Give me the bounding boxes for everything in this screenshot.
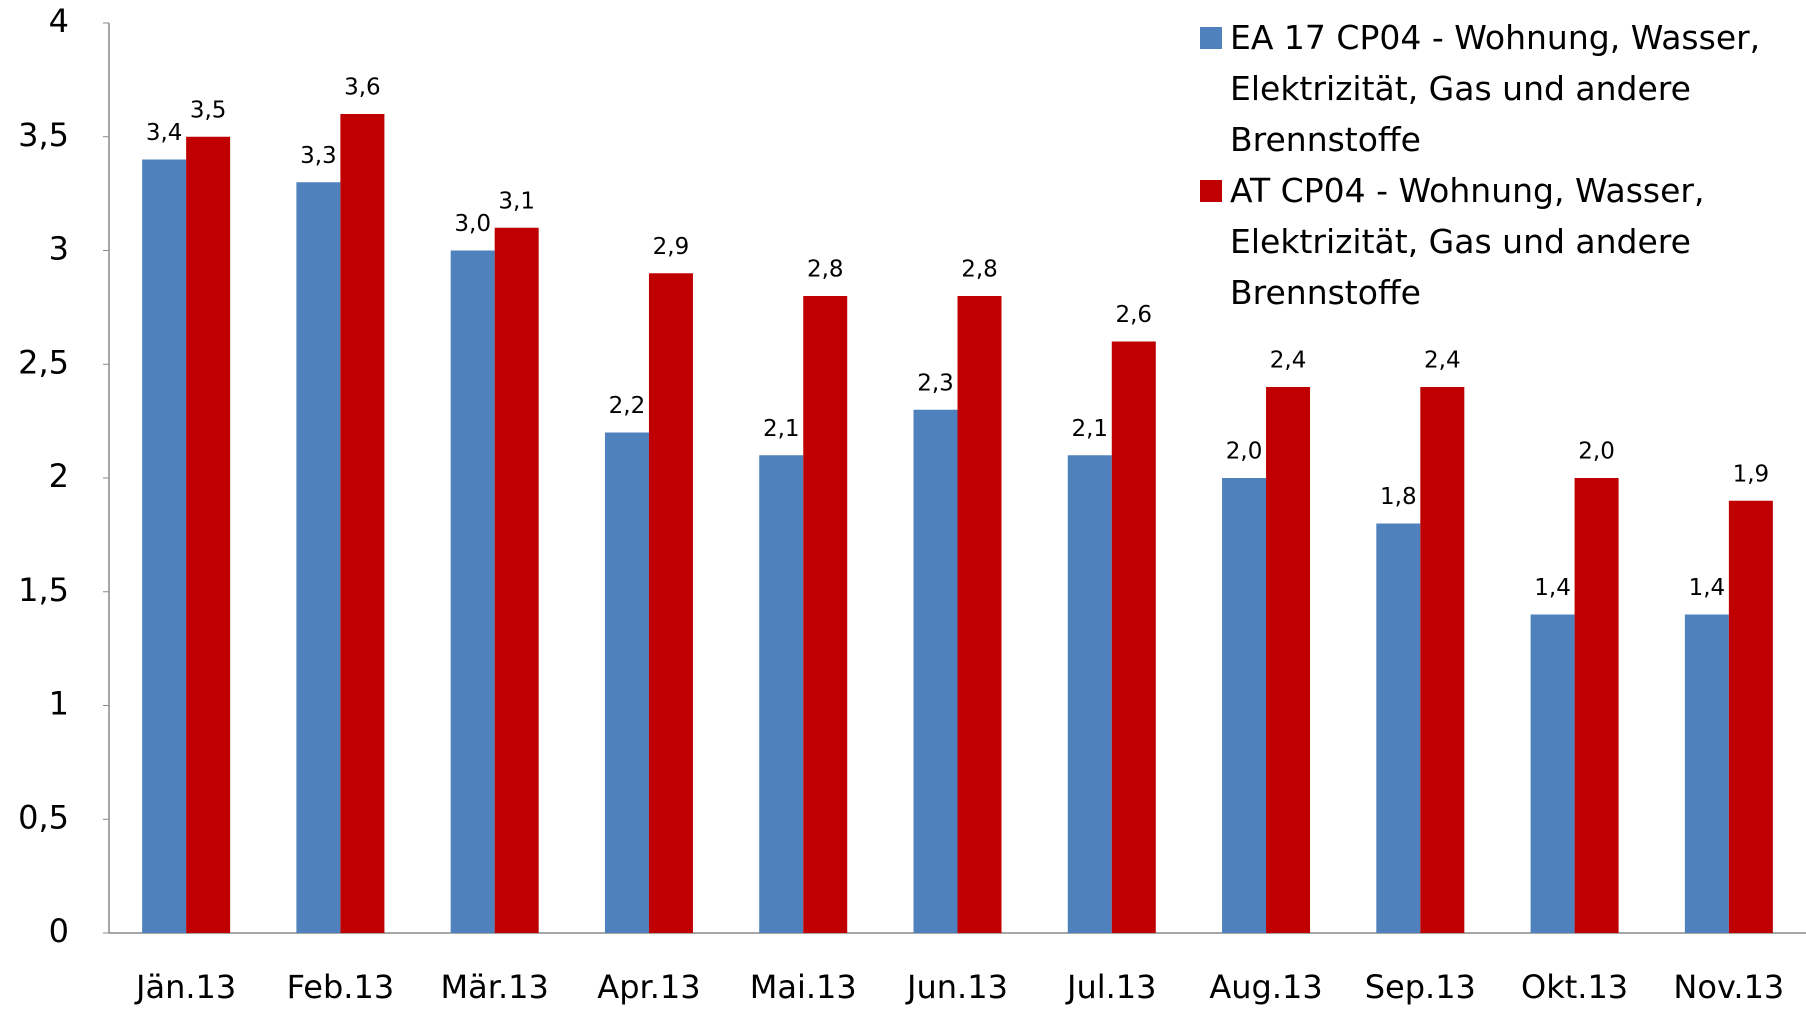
value-label: 1,8 (1380, 484, 1417, 510)
bar (296, 182, 341, 933)
value-label: 2,3 (917, 370, 954, 396)
value-label: 2,2 (609, 393, 646, 419)
value-label: 1,4 (1534, 575, 1571, 601)
value-label: 2,4 (1424, 348, 1461, 374)
x-tick-label: Jul.13 (1065, 968, 1157, 1006)
value-label: 3,5 (190, 97, 227, 123)
legend-swatch (1200, 27, 1222, 49)
bar (759, 455, 804, 933)
x-tick-label: Apr.13 (597, 968, 700, 1006)
bar (450, 250, 495, 933)
bar (186, 136, 231, 933)
value-label: 2,1 (1071, 416, 1108, 442)
y-tick-label: 3,5 (18, 116, 69, 154)
legend-item: AT CP04 - Wohnung, Wasser, Elektrizität,… (1200, 165, 1800, 318)
y-tick-label: 2,5 (18, 343, 69, 381)
x-tick-label: Jän.13 (134, 968, 236, 1006)
x-tick-label: Nov.13 (1673, 968, 1784, 1006)
bar (1530, 614, 1575, 933)
y-tick-label: 1,5 (18, 571, 69, 609)
legend-label: AT CP04 - Wohnung, Wasser, Elektrizität,… (1230, 171, 1705, 312)
value-label: 3,4 (146, 120, 183, 146)
value-label: 2,8 (961, 257, 998, 283)
bar (1728, 500, 1773, 933)
value-label: 3,6 (344, 75, 381, 101)
bar (1067, 455, 1112, 933)
bar (1574, 478, 1619, 933)
bar (1222, 478, 1267, 933)
x-tick-label: Feb.13 (287, 968, 395, 1006)
y-tick-label: 3 (49, 230, 69, 268)
legend: EA 17 CP04 - Wohnung, Wasser, Elektrizit… (1200, 12, 1800, 318)
y-tick-label: 0,5 (18, 798, 69, 836)
x-tick-label: Aug.13 (1209, 968, 1322, 1006)
y-tick-label: 2 (49, 457, 69, 495)
bar (957, 296, 1002, 933)
x-tick-label: Mai.13 (750, 968, 857, 1006)
value-label: 2,0 (1578, 439, 1615, 465)
bar (1684, 614, 1729, 933)
bar (604, 432, 649, 933)
x-tick-label: Mär.13 (441, 968, 549, 1006)
value-label: 2,8 (807, 257, 844, 283)
x-tick-label: Jun.13 (905, 968, 1008, 1006)
value-label: 3,0 (454, 211, 491, 237)
x-tick-label: Okt.13 (1521, 968, 1628, 1006)
value-label: 3,1 (498, 188, 535, 214)
value-label: 3,3 (300, 143, 337, 169)
bar (1266, 387, 1311, 933)
legend-swatch (1200, 180, 1222, 202)
legend-label: EA 17 CP04 - Wohnung, Wasser, Elektrizit… (1230, 18, 1761, 159)
y-tick-label: 0 (49, 912, 69, 950)
bar (142, 159, 187, 933)
value-label: 2,4 (1270, 348, 1307, 374)
bar (340, 114, 385, 933)
bar (1376, 523, 1421, 933)
bar (803, 296, 848, 933)
legend-item: EA 17 CP04 - Wohnung, Wasser, Elektrizit… (1200, 12, 1800, 165)
y-tick-label: 1 (49, 685, 69, 723)
bar (648, 273, 693, 933)
bar (1420, 387, 1465, 933)
value-label: 1,4 (1689, 575, 1726, 601)
bar (913, 409, 958, 933)
bar (494, 227, 539, 933)
value-label: 2,9 (653, 234, 690, 260)
bar (1111, 341, 1156, 933)
value-label: 1,9 (1733, 461, 1770, 487)
value-label: 2,0 (1226, 439, 1263, 465)
value-label: 2,1 (763, 416, 800, 442)
x-tick-label: Sep.13 (1365, 968, 1476, 1006)
y-tick-label: 4 (49, 2, 69, 40)
value-label: 2,6 (1115, 302, 1152, 328)
